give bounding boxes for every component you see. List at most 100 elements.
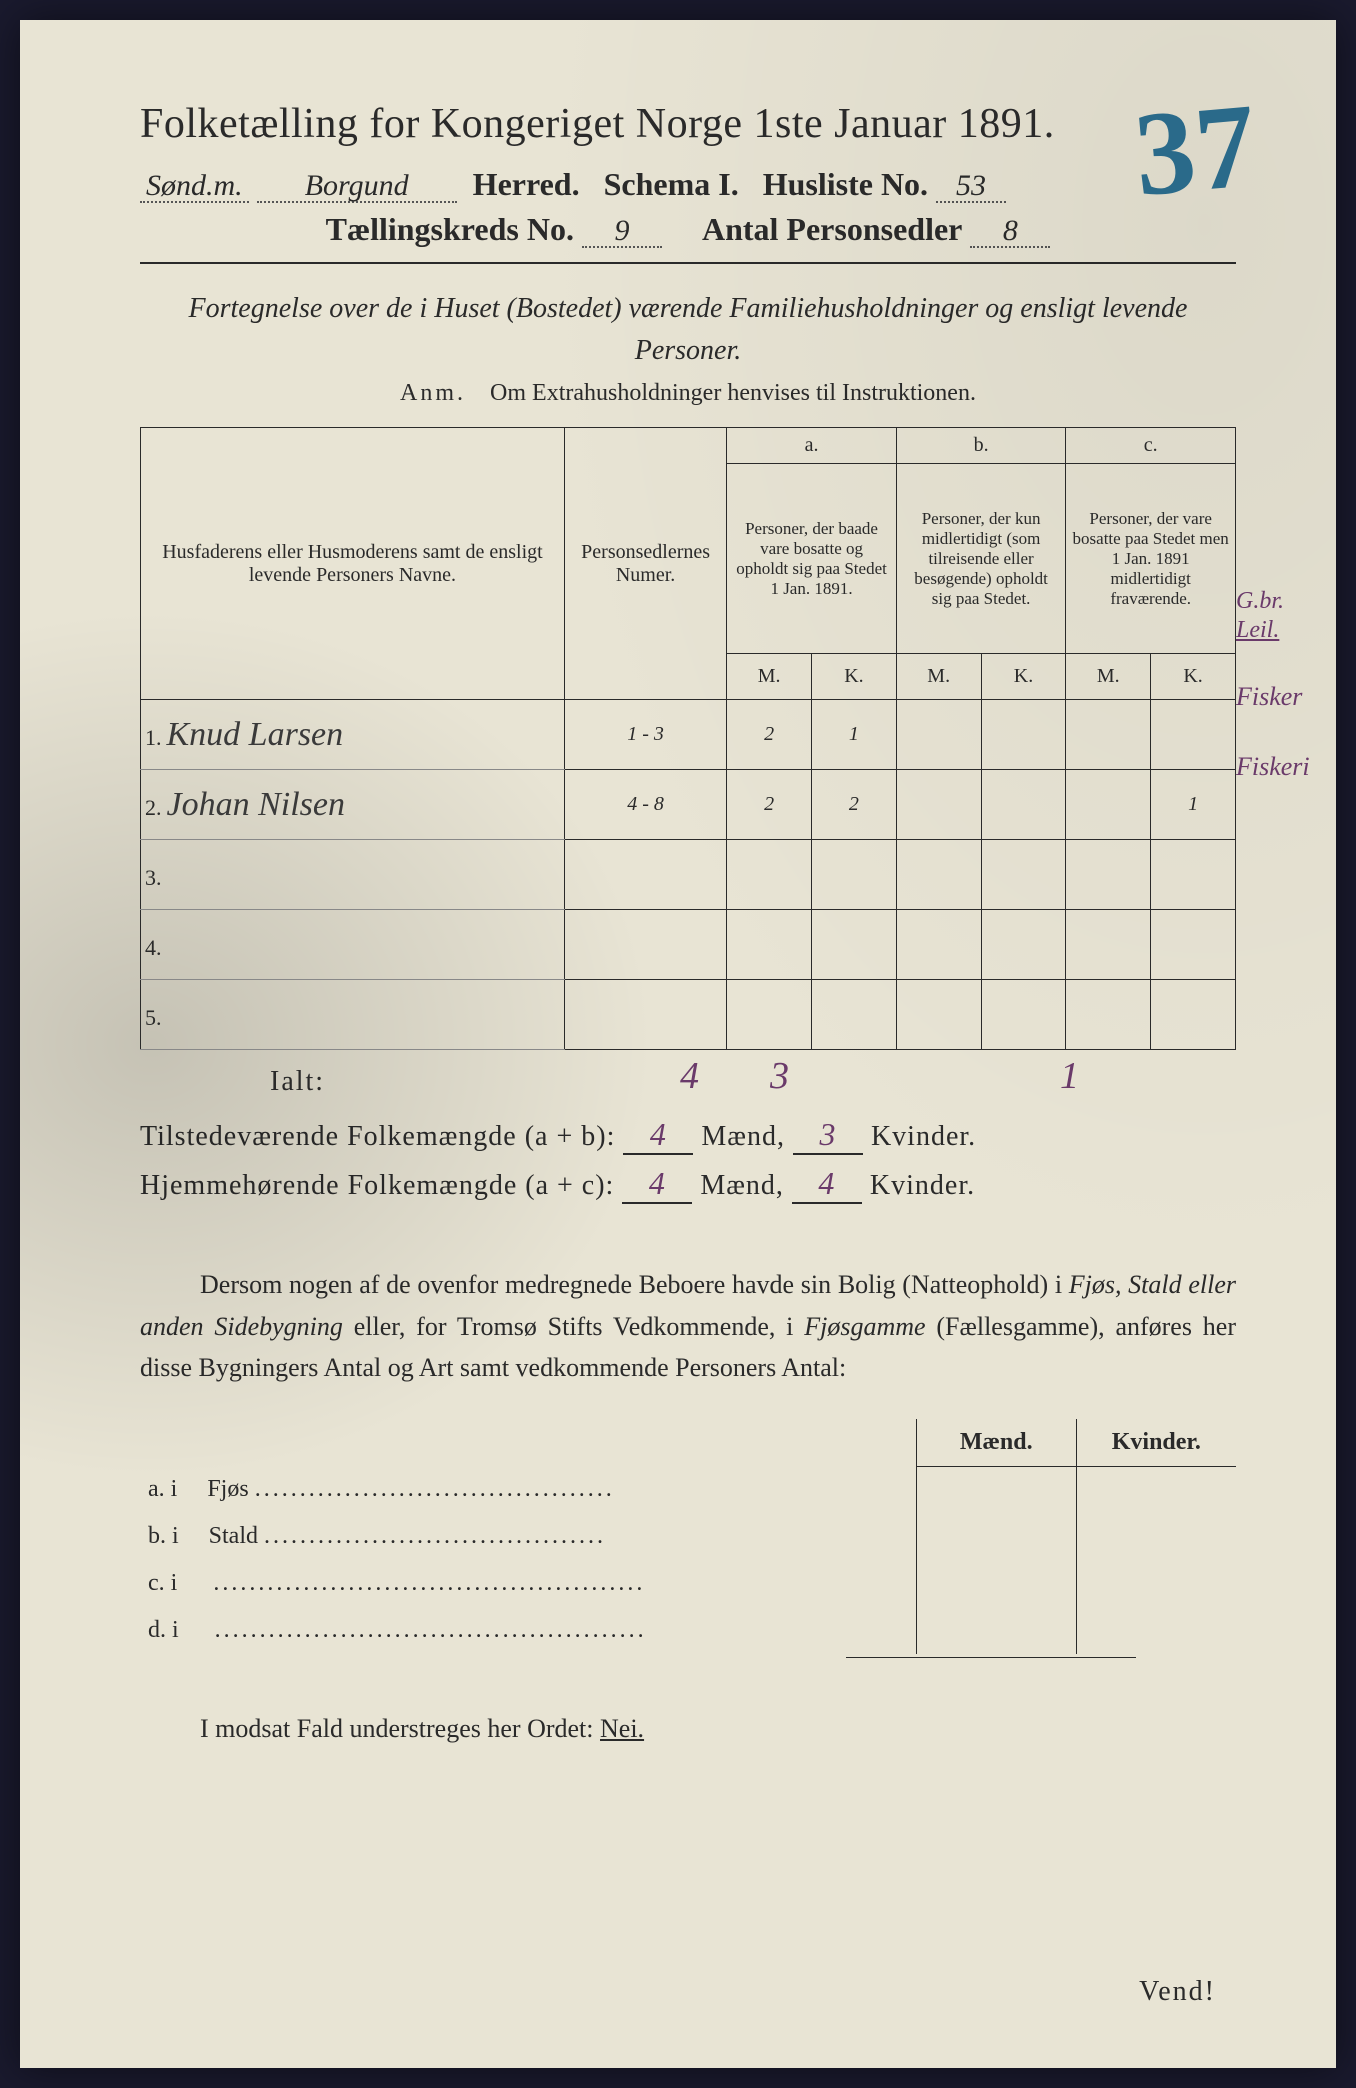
row-b-m — [896, 840, 981, 910]
row-a-m: 2 — [727, 770, 812, 840]
antal-val: 8 — [970, 216, 1050, 248]
bottom-row: c. i ...................................… — [140, 1560, 1236, 1607]
row-c-k — [1151, 980, 1236, 1050]
bottom-m — [916, 1560, 1076, 1607]
col-b-text: Personer, der kun midlertidigt (som tilr… — [896, 464, 1066, 654]
col-b-label: b. — [896, 428, 1066, 464]
bottom-rule — [846, 1657, 1136, 1658]
row-a-k — [812, 910, 897, 980]
anm-label: Anm. — [400, 380, 466, 406]
row-c-m — [1066, 980, 1151, 1050]
bottom-k — [1076, 1560, 1236, 1607]
row-c-k: 1 — [1151, 770, 1236, 840]
row-name-cell: 3. — [141, 840, 565, 910]
col-b-m: M. — [896, 654, 981, 700]
bottom-lead: d. i ...................................… — [140, 1607, 916, 1654]
row-num — [564, 910, 726, 980]
herred-label: Herred. — [473, 166, 580, 202]
row-num — [564, 840, 726, 910]
row-num: 1 - 3 — [564, 700, 726, 770]
row-c-m — [1066, 910, 1151, 980]
district-prefix: Sønd.m. — [140, 171, 249, 203]
margin-gbr: G.br. — [1236, 587, 1346, 616]
col-c-text: Personer, der vare bosatte paa Stedet me… — [1066, 464, 1236, 654]
bottom-k — [1076, 1513, 1236, 1560]
summary1-k: 3 — [793, 1116, 863, 1155]
bottom-m — [916, 1607, 1076, 1654]
row-a-k — [812, 980, 897, 1050]
margin-note: Fiskeri — [1236, 752, 1346, 782]
col-c-label: c. — [1066, 428, 1236, 464]
summary2-label: Hjemmehørende Folkemængde (a + c): — [140, 1170, 614, 1201]
kreds-label: Tællingskreds No. — [326, 211, 574, 247]
anm-line: Anm. Om Extrahusholdninger henvises til … — [140, 380, 1236, 407]
row-num: 4 - 8 — [564, 770, 726, 840]
table-row: 4. — [141, 910, 1236, 980]
row-a-m — [727, 910, 812, 980]
modsat-nei: Nei. — [600, 1714, 644, 1743]
modsat-line: I modsat Fald understreges her Ordet: Ne… — [140, 1714, 1236, 1744]
bottom-m — [916, 1466, 1076, 1513]
schema-label: Schema I. — [604, 166, 739, 202]
main-table-container: Husfaderens eller Husmoderens samt de en… — [140, 427, 1236, 1050]
paragraph: Dersom nogen af de ovenfor medregnede Be… — [140, 1264, 1236, 1389]
para-t2: eller, for Tromsø Stifts Vedkommende, i — [343, 1312, 804, 1341]
summary2-m: 4 — [622, 1165, 692, 1204]
bottom-m — [916, 1513, 1076, 1560]
row-a-k: 1 — [812, 700, 897, 770]
bottom-kvinder-head: Kvinder. — [1076, 1419, 1236, 1467]
bottom-lead: c. i ...................................… — [140, 1560, 916, 1607]
maend-label-2: Mænd, — [700, 1170, 784, 1201]
row-c-k — [1151, 910, 1236, 980]
row-b-k — [981, 770, 1066, 840]
vend-label: Vend! — [1139, 1976, 1216, 2008]
table-row: 3. — [141, 840, 1236, 910]
col-c-m: M. — [1066, 654, 1151, 700]
total-a-m: 4 — [680, 1054, 699, 1098]
bottom-row: d. i ...................................… — [140, 1607, 1236, 1654]
stamp-number: 37 — [1130, 85, 1261, 215]
row-b-m — [896, 700, 981, 770]
kvinder-label-1: Kvinder. — [871, 1121, 976, 1152]
total-c-k: 1 — [1060, 1054, 1079, 1098]
row-b-k — [981, 910, 1066, 980]
col-header-num: Personsedlernes Numer. — [564, 428, 726, 700]
row-a-m — [727, 840, 812, 910]
row-b-k — [981, 980, 1066, 1050]
horizontal-rule — [140, 262, 1236, 264]
anm-text: Om Extrahusholdninger henvises til Instr… — [490, 380, 976, 406]
main-table: Husfaderens eller Husmoderens samt de en… — [140, 427, 1236, 1050]
col-a-label: a. — [727, 428, 897, 464]
bottom-k — [1076, 1607, 1236, 1654]
header-line-3: Tællingskreds No. 9 Antal Personsedler 8 — [140, 211, 1236, 248]
margin-leil: Leil. — [1236, 616, 1346, 645]
row-c-m — [1066, 770, 1151, 840]
row-c-m — [1066, 840, 1151, 910]
row-name-cell: 4. — [141, 910, 565, 980]
row-b-m — [896, 910, 981, 980]
kreds-no: 9 — [582, 216, 662, 248]
husliste-label: Husliste No. — [763, 166, 928, 202]
col-a-m: M. — [727, 654, 812, 700]
col-a-text: Personer, der baade vare bosatte og opho… — [727, 464, 897, 654]
husliste-no: 53 — [936, 171, 1006, 203]
col-b-k: K. — [981, 654, 1066, 700]
bottom-maend-head: Mænd. — [916, 1419, 1076, 1467]
summary1-label: Tilstedeværende Folkemængde (a + b): — [140, 1121, 615, 1152]
kvinder-label-2: Kvinder. — [870, 1170, 975, 1201]
row-c-k — [1151, 840, 1236, 910]
row-a-m: 2 — [727, 700, 812, 770]
row-c-k — [1151, 700, 1236, 770]
table-row: 1. Knud Larsen1 - 321 — [141, 700, 1236, 770]
maend-label-1: Mænd, — [701, 1121, 785, 1152]
bottom-table-wrap: Mænd. Kvinder. a. i Fjøs ...............… — [140, 1419, 1236, 1655]
para-it2: Fjøsgamme — [804, 1312, 925, 1341]
row-a-k — [812, 840, 897, 910]
bottom-lead: b. i Stald .............................… — [140, 1513, 916, 1560]
para-t1: Dersom nogen af de ovenfor medregnede Be… — [200, 1270, 1069, 1299]
row-a-k: 2 — [812, 770, 897, 840]
bottom-k — [1076, 1466, 1236, 1513]
title-text: Folketælling for Kongeriget Norge 1ste J… — [140, 101, 1055, 147]
col-names-text: Husfaderens eller Husmoderens samt de en… — [162, 541, 542, 586]
bottom-table: Mænd. Kvinder. a. i Fjøs ...............… — [140, 1419, 1236, 1655]
